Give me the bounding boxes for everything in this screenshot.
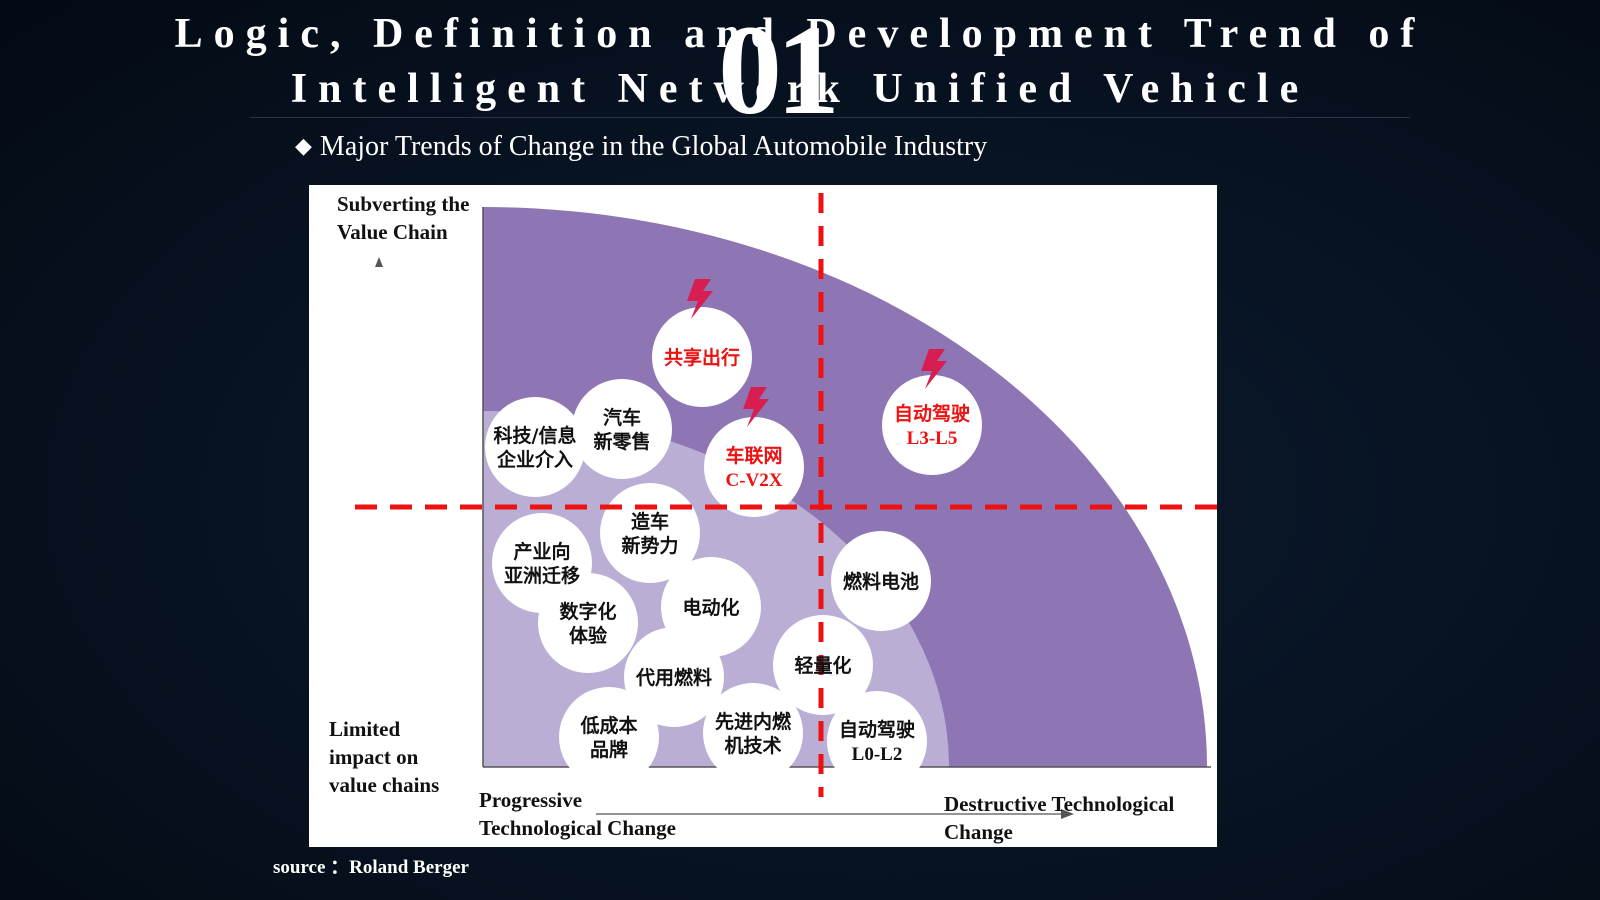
- lightning-icon: [687, 279, 713, 319]
- y-axis-bottom-label: Limited impact on value chains: [329, 715, 439, 799]
- bubble-label: 新势力: [621, 534, 678, 557]
- lightning-icon: [743, 387, 769, 427]
- bubble-label: 产业向: [513, 540, 570, 563]
- bubble: [704, 417, 804, 517]
- bubble-label: 科技/信息: [494, 424, 577, 447]
- x-axis-right-label-line: Destructive Technological: [944, 792, 1175, 816]
- y-axis-top-label-line: Subverting the: [337, 192, 470, 216]
- bubble-label: 机技术: [724, 734, 781, 757]
- bubble-label: 自动驾驶: [894, 402, 970, 425]
- bubble: [624, 627, 724, 727]
- bubble-label: 企业介入: [496, 448, 573, 471]
- y-axis-bottom-label-line: Limited: [329, 717, 401, 741]
- bubble-label: C-V2X: [726, 470, 783, 491]
- bubble-label: 轻量化: [794, 654, 851, 677]
- section-number: 01: [718, 0, 840, 141]
- bubble-label: 燃料电池: [843, 570, 919, 593]
- bubble-label: 汽车: [603, 406, 641, 429]
- title-divider: [250, 117, 1410, 118]
- x-axis-left-label-line: Technological Change: [479, 816, 676, 840]
- y-axis-top-label: Subverting the Value Chain: [337, 190, 469, 246]
- bubble-label: 电动化: [682, 596, 739, 619]
- bubble-label: 新零售: [593, 430, 650, 453]
- bubble-label: 先进内燃: [715, 710, 792, 733]
- page-title-line-2: Intelligent Network Unified Vehicle: [290, 66, 1310, 112]
- bubble: [485, 397, 585, 497]
- source-note: source ：Roland Berger: [273, 857, 469, 878]
- bubble: [882, 375, 982, 475]
- y-axis-arrow-icon: [375, 257, 383, 267]
- bubble-label: 数字化: [559, 600, 616, 623]
- subtitle-text: Major Trends of Change in the Global Aut…: [319, 131, 988, 162]
- bubble-label: L0-L2: [852, 744, 903, 765]
- x-axis-right-label: Destructive Technological Change: [944, 790, 1174, 846]
- x-axis-left-label-line: Progressive: [479, 788, 583, 812]
- bubble-label: 造车: [631, 510, 669, 533]
- y-axis-bottom-label-line: value chains: [329, 773, 440, 797]
- bubble-label: 体验: [569, 624, 608, 647]
- bubble-label: 代用燃料: [635, 666, 712, 689]
- bubble: [652, 307, 752, 407]
- lightning-icon: [921, 349, 947, 389]
- bubble: [538, 573, 638, 673]
- diamond-bullet-icon: ◆: [295, 133, 312, 158]
- bubble: [703, 683, 803, 783]
- page-title-line-1: Logic, Definition and Development Trend …: [174, 11, 1426, 57]
- bubble-label: 车联网: [725, 444, 782, 467]
- y-axis-top-label-line: Value Chain: [337, 220, 448, 244]
- bubble-label: 品牌: [590, 738, 628, 761]
- bubble: [827, 691, 927, 791]
- section-subtitle: ◆ Major Trends of Change in the Global Au…: [295, 131, 987, 163]
- bubble-label: 亚洲迁移: [504, 564, 580, 587]
- bubble: [559, 687, 659, 787]
- trend-diagram-panel: 共享出行科技/信息 企业介入 汽车 新零售车联网 C-V2X 自动驾驶 L3-L5 造车 新势力…: [309, 185, 1217, 847]
- bubble-label: 自动驾驶: [839, 718, 915, 741]
- x-axis-arrow-icon: [1061, 809, 1074, 819]
- bubble: [572, 379, 672, 479]
- bubble-label: 共享出行: [664, 346, 740, 369]
- bubble-label: L3-L5: [907, 428, 958, 449]
- x-axis-right-label-line: Change: [944, 820, 1013, 844]
- x-axis-left-label: Progressive Technological Change: [479, 786, 676, 842]
- bubble-label: 低成本: [579, 714, 637, 737]
- y-axis-bottom-label-line: impact on: [329, 745, 419, 769]
- bubble: [831, 531, 931, 631]
